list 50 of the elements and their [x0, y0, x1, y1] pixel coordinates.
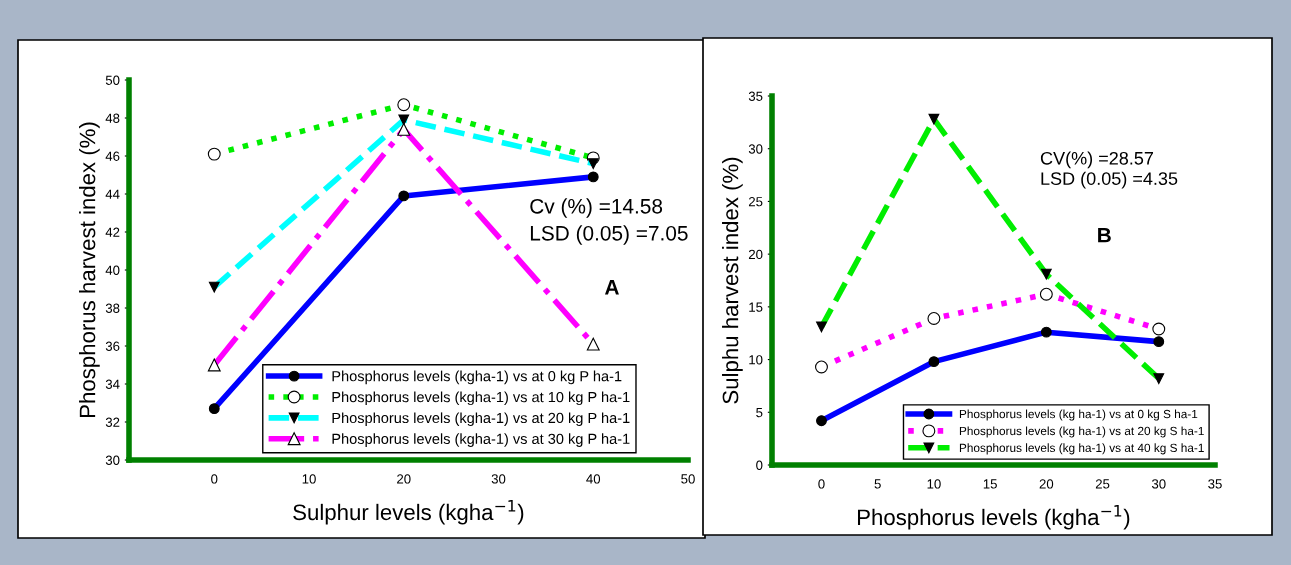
y-tick-label: 34 — [105, 379, 120, 389]
y-axis-title: Sulphu harvest index (%) — [722, 157, 743, 404]
legend-label: Phosphorus levels (kgha-1) vs at 30 kg P ha-1 — [332, 433, 630, 447]
x-tick-label: 10 — [927, 479, 941, 489]
x-tick-label: 40 — [586, 474, 601, 484]
annotation: A — [604, 280, 619, 295]
x-tick-label: 30 — [491, 474, 506, 484]
y-tick-label: 38 — [105, 303, 120, 313]
annotation: CV(%) =28.57 — [1040, 151, 1154, 169]
x-tick-label: 30 — [1151, 479, 1166, 489]
y-tick-label: 35 — [748, 91, 763, 101]
y-tick-label: 44 — [105, 189, 120, 199]
x-tick-label: 25 — [1095, 479, 1110, 489]
y-tick-label: 30 — [105, 455, 120, 465]
y-tick-label: 48 — [105, 113, 120, 123]
x-tick-label: 10 — [302, 474, 316, 484]
y-tick-label: 0 — [756, 460, 763, 470]
x-tick-label: 35 — [1208, 479, 1222, 489]
x-tick-label: 20 — [1039, 479, 1054, 489]
legend-label: Phosphorus levels (kg ha-1) vs at 20 kg S ha-1 — [959, 426, 1204, 438]
y-tick-label: 15 — [749, 302, 763, 312]
y-tick-label: 32 — [105, 417, 120, 427]
y-axis-title: Phosphorus harvest index (%) — [79, 122, 100, 418]
legend-label: Phosphorus levels (kgha-1) vs at 0 kg P ha-1 — [332, 370, 622, 385]
x-axis-title: Phosphorus levels (kgha$^{−1}$) — [857, 505, 1130, 530]
y-tick-label: 40 — [105, 265, 120, 275]
annotation: B — [1098, 228, 1111, 243]
x-tick-label: 50 — [681, 474, 695, 484]
x-tick-label: 5 — [874, 479, 881, 489]
x-tick-label: 15 — [983, 479, 997, 489]
y-tick-label: 46 — [105, 151, 120, 161]
x-tick-label: 0 — [818, 479, 825, 489]
y-tick-label: 10 — [749, 355, 763, 365]
legend-label: Phosphorus levels (kg ha-1) vs at 40 kg S ha-1 — [959, 443, 1204, 455]
y-tick-label: 42 — [105, 227, 120, 237]
y-tick-label: 50 — [105, 75, 120, 85]
x-tick-label: 20 — [397, 474, 411, 484]
legend-label: Phosphorus levels (kgha-1) vs at 20 kg P ha-1 — [332, 412, 630, 426]
annotation: Cv (%) =14.58 — [530, 198, 663, 218]
y-tick-label: 30 — [748, 144, 763, 154]
annotation: LSD (0.05) =7.05 — [530, 225, 688, 245]
x-tick-label: 0 — [211, 474, 218, 484]
legend-label: Phosphorus levels (kg ha-1) vs at 0 kg S ha-1 — [959, 409, 1198, 421]
y-tick-label: 25 — [748, 197, 763, 207]
legend-label: Phosphorus levels (kgha-1) vs at 10 kg P ha-1 — [332, 391, 630, 406]
y-tick-label: 36 — [105, 341, 120, 351]
y-tick-label: 20 — [748, 249, 763, 260]
y-tick-label: 5 — [756, 407, 763, 418]
x-axis-title: Sulphur levels (kgha$^{−1}$) — [293, 500, 524, 525]
annotation: LSD (0.05) =4.35 — [1041, 171, 1178, 189]
